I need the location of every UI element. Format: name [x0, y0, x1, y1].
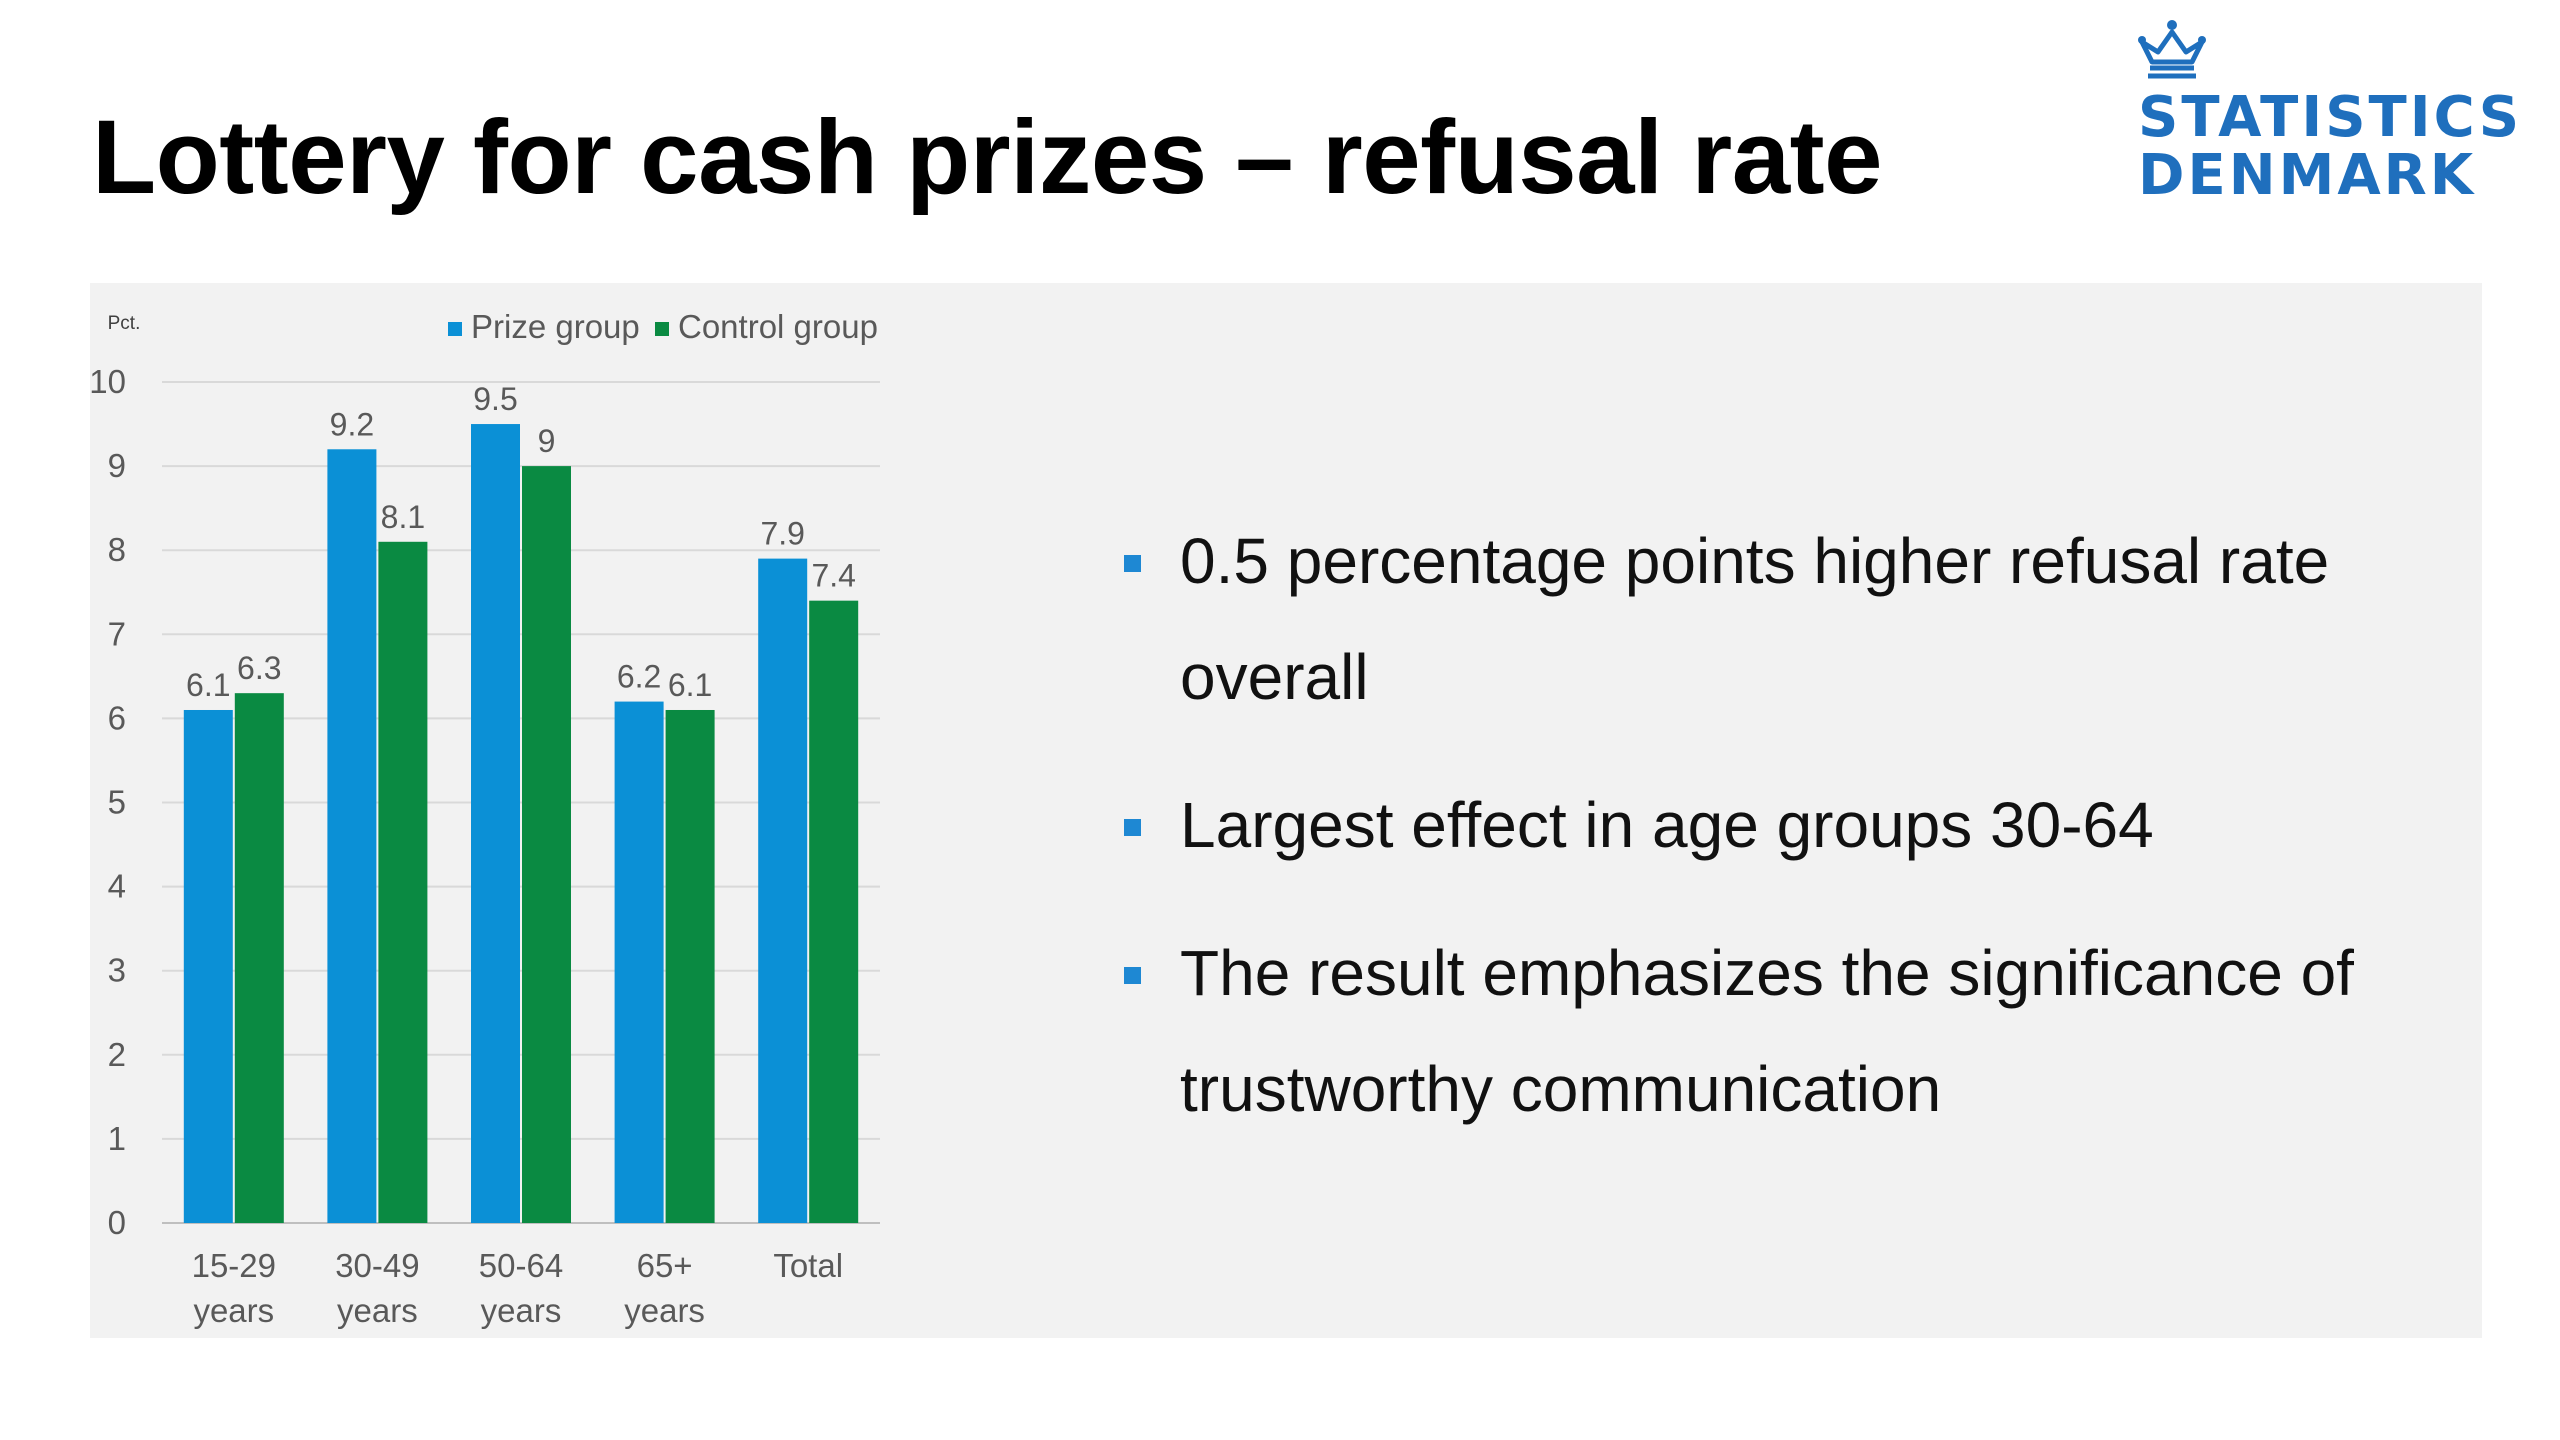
bullet-text: Largest effect in age groups 30-64 — [1180, 789, 2154, 861]
y-axis-unit-label: Pct. — [108, 313, 141, 334]
x-tick-label: years — [193, 1292, 274, 1329]
y-tick-label: 9 — [108, 447, 126, 484]
y-tick-label: 2 — [108, 1036, 126, 1073]
data-label: 6.1 — [668, 667, 712, 703]
x-tick-label: years — [624, 1292, 705, 1329]
crown-icon — [2138, 20, 2206, 79]
bar-prize-group — [758, 558, 808, 1223]
y-tick-label: 1 — [108, 1120, 126, 1157]
data-label: 6.1 — [186, 667, 230, 703]
logo-text-line1: STATISTICS — [2138, 85, 2523, 150]
logo-text-line2: DENMARK — [2138, 143, 2477, 208]
x-tick-label: 30-49 — [335, 1247, 419, 1284]
bar-control-group — [522, 466, 571, 1224]
bar-prize-group — [327, 449, 377, 1223]
bullet-marker-icon — [1124, 819, 1141, 836]
bar-control-group — [665, 709, 715, 1223]
bullet-item: Largest effect in age groups 30-64 — [1030, 767, 2470, 883]
content-panel: 0 1 2 3 4 5 6 7 8 9 10 Pct. Prize group Control group… — [90, 283, 2482, 1338]
bar-control-group — [234, 693, 284, 1223]
bullet-item: The result emphasizes the significance o… — [1030, 915, 2470, 1147]
data-label: 7.9 — [760, 516, 804, 552]
bullet-marker-icon — [1124, 555, 1141, 572]
x-tick-label: 65+ — [637, 1247, 693, 1284]
y-tick-label: 3 — [108, 952, 126, 989]
x-tick-label: Total — [773, 1247, 843, 1284]
data-label: 7.4 — [811, 558, 855, 594]
bar-control-group — [809, 600, 859, 1223]
y-tick-label: 0 — [108, 1204, 126, 1241]
y-tick-label: 6 — [108, 699, 126, 736]
y-tick-label: 10 — [90, 363, 126, 400]
bar-control-group — [378, 541, 428, 1223]
bar-prize-group — [471, 424, 520, 1223]
bar-chart: 0 1 2 3 4 5 6 7 8 9 10 Pct. Prize group Control group… — [90, 308, 880, 1329]
y-tick-label: 5 — [108, 784, 126, 821]
bar-prize-group — [614, 701, 664, 1223]
bullet-marker-icon — [1124, 967, 1141, 984]
y-tick-label: 7 — [108, 615, 126, 652]
data-label: 9 — [538, 423, 556, 459]
legend-label: Control group — [678, 308, 878, 345]
bullet-item: 0.5 percentage points higher refusal rat… — [1030, 503, 2470, 735]
data-label: 6.2 — [617, 659, 661, 695]
data-label: 8.1 — [381, 499, 425, 535]
bullet-text: The result emphasizes the significance o… — [1180, 937, 2354, 1125]
page-title: Lottery for cash prizes – refusal rate — [92, 99, 1883, 216]
bar-prize-group — [183, 709, 233, 1223]
bullet-text: 0.5 percentage points higher refusal rat… — [1180, 525, 2330, 713]
data-label: 9.5 — [473, 381, 517, 417]
statistics-denmark-logo: STATISTICS DENMARK — [2130, 18, 2519, 208]
x-tick-label: years — [337, 1292, 418, 1329]
y-tick-label: 4 — [108, 868, 126, 905]
data-label: 6.3 — [237, 650, 281, 686]
x-tick-label: years — [481, 1292, 562, 1329]
x-tick-label: 15-29 — [192, 1247, 276, 1284]
x-tick-label: 50-64 — [479, 1247, 563, 1284]
legend-label: Prize group — [471, 308, 640, 345]
legend-swatch — [655, 322, 669, 336]
bullet-list: 0.5 percentage points higher refusal rat… — [1030, 503, 2470, 1179]
data-label: 9.2 — [330, 406, 374, 442]
y-tick-label: 8 — [108, 531, 126, 568]
legend-swatch — [448, 322, 462, 336]
